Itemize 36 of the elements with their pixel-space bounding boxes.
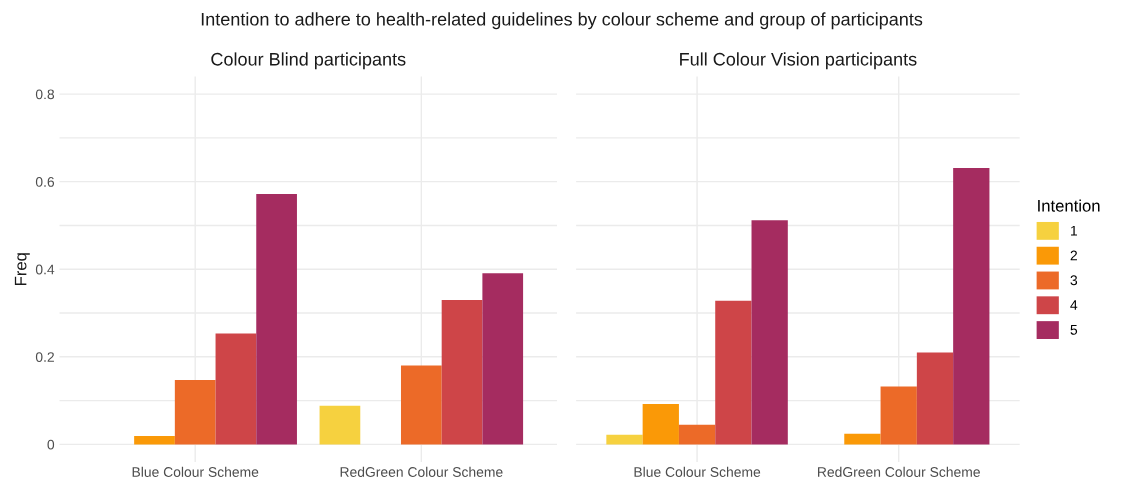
bar [844,433,881,445]
bar [174,380,216,445]
bar [642,404,679,445]
bar [880,386,917,445]
bar [134,436,175,445]
legend-label: 5 [1070,325,1078,335]
bar [953,168,990,445]
legend-label: 2 [1070,250,1077,261]
chart-title: Colour Blind participants [211,52,406,70]
x-tick-label: Blue Colour Scheme [132,466,259,477]
x-tick-label: Blue Colour Scheme [634,466,761,477]
bar [606,434,643,445]
legend-label: 4 [1070,300,1078,310]
y-tick-label: 0.6 [35,176,55,187]
y-axis-title: Freq [14,253,30,285]
bar [678,424,716,445]
x-tick-label: RedGreen Colour Scheme [818,466,980,477]
y-tick-label: 0.8 [35,89,55,100]
bar [482,273,524,445]
bar [256,193,297,445]
legend-title: Intention [1038,199,1100,212]
bar [715,300,752,445]
bar [751,220,788,445]
bar [400,365,442,445]
legend-label: 1 [1071,225,1077,236]
chart-title: Full Colour Vision participants [680,52,917,70]
bar [916,352,954,445]
x-tick-label: RedGreen Colour Scheme [340,466,503,477]
bar [319,405,361,445]
text: Intention to adhere to health-related guidelines by colour scheme and group of participants [201,12,923,30]
bar [215,333,257,445]
bar [441,299,483,445]
y-tick-label: 0.4 [35,264,55,275]
legend-label: 3 [1070,275,1078,286]
y-tick-label: 0 [47,439,55,450]
y-tick-label: 0.2 [35,352,54,362]
